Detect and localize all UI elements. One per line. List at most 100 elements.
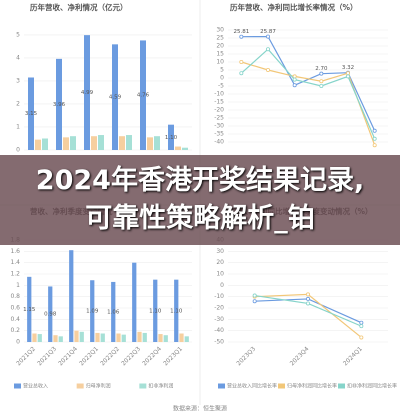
legend-swatch xyxy=(76,383,84,389)
point xyxy=(305,296,310,301)
x-tick-label: 2022Q1 xyxy=(78,345,100,367)
y-tick-label: -20 xyxy=(214,107,224,114)
legend-swatch xyxy=(218,383,225,389)
y-tick-label: 10 xyxy=(216,271,224,278)
y-tick-label: 2 xyxy=(16,100,20,107)
bar xyxy=(48,286,53,342)
y-tick-label: 0 xyxy=(220,75,224,82)
bar xyxy=(175,146,181,150)
bar xyxy=(95,332,100,342)
point xyxy=(359,320,364,325)
bar xyxy=(35,139,41,150)
data-label: 1.10 xyxy=(165,135,178,141)
data-label: 25.81 xyxy=(233,29,249,35)
point xyxy=(292,83,297,88)
legend-label: 扣非净利润 xyxy=(148,383,173,390)
bar xyxy=(63,137,69,150)
line xyxy=(240,48,376,140)
point xyxy=(239,34,244,39)
bar xyxy=(27,276,32,342)
bar xyxy=(154,136,160,150)
bar xyxy=(174,279,179,342)
data-label: 1.10 xyxy=(149,308,162,314)
y-tick-label: 0.8 xyxy=(10,293,20,300)
y-tick-label: 15 xyxy=(216,51,224,58)
bar xyxy=(28,77,34,150)
bar xyxy=(84,35,90,150)
bar xyxy=(137,331,142,342)
point xyxy=(372,136,377,141)
y-tick-label: 0.6 xyxy=(10,305,20,312)
x-tick-label: 2023Q4 xyxy=(289,345,311,367)
bar xyxy=(56,58,62,150)
legend-label: 归母净利润 xyxy=(86,383,111,390)
x-tick-label: 2021Q2 xyxy=(15,345,37,367)
x-tick-label: 2022Q4 xyxy=(141,345,163,367)
y-tick-label: -15 xyxy=(214,99,224,106)
point xyxy=(359,324,364,329)
banner: 2024年香港开奖结果记录,可靠性策略解析_铂 xyxy=(0,155,400,245)
data-label: 4.59 xyxy=(109,95,122,101)
point xyxy=(372,128,377,133)
bar xyxy=(32,333,37,342)
y-tick-label: -10 xyxy=(214,293,224,300)
point xyxy=(359,335,364,340)
chart-title: 历年营收、净利同比增长率情况（%） xyxy=(230,2,358,12)
y-tick-label: 1 xyxy=(16,282,20,289)
bar xyxy=(153,279,158,342)
point xyxy=(265,68,270,73)
source: 数据来源：恒生聚源 xyxy=(173,405,227,413)
bar xyxy=(168,124,174,150)
y-tick-label: -10 xyxy=(214,91,224,98)
bar xyxy=(158,334,163,342)
legend-swatch xyxy=(278,383,285,389)
x-tick-label: 2024Q1 xyxy=(342,345,364,367)
y-tick-label: -30 xyxy=(214,123,224,130)
data-label: 25.87 xyxy=(260,29,276,35)
data-label: 1.09 xyxy=(86,309,99,315)
bar xyxy=(179,333,184,342)
x-tick-label: 2022Q3 xyxy=(120,345,142,367)
data-label: 3.15 xyxy=(25,111,38,117)
y-tick-label: 1.4 xyxy=(10,259,20,266)
legend-swatch xyxy=(14,383,21,389)
banner-title: 2024年香港开奖结果记录,可靠性策略解析_铂 xyxy=(35,165,365,234)
point xyxy=(252,299,257,304)
data-label: 0.98 xyxy=(44,312,57,318)
bar xyxy=(90,280,95,342)
chart-title: 历年营收、净利情况（亿元） xyxy=(30,2,128,12)
y-tick-label: 5 xyxy=(16,31,20,38)
bar xyxy=(142,332,147,342)
y-tick-label: -5 xyxy=(218,83,224,90)
bar xyxy=(132,262,137,342)
line xyxy=(241,36,376,132)
legend-label: 归母净利润同比增长率 xyxy=(287,383,337,390)
bar xyxy=(42,138,48,150)
y-tick-label: 10 xyxy=(216,59,224,66)
bar xyxy=(116,333,121,342)
data-label: 1.15 xyxy=(23,307,36,313)
data-label: 2.70 xyxy=(315,66,328,72)
bar xyxy=(70,136,76,150)
bar xyxy=(53,335,58,342)
bar xyxy=(37,334,42,342)
bar xyxy=(147,137,153,150)
x-tick-label: 2021Q4 xyxy=(57,345,79,367)
data-label: 1.10 xyxy=(170,308,183,314)
bar xyxy=(91,136,97,150)
y-tick-label: 30 xyxy=(216,248,224,255)
x-tick-label: 2023Q1 xyxy=(162,345,184,367)
y-tick-label: 1.2 xyxy=(10,271,20,278)
point xyxy=(305,301,310,306)
legend-label: 营业总收入 xyxy=(23,383,48,390)
point xyxy=(372,143,377,148)
data-label: 4.99 xyxy=(81,90,94,96)
bar xyxy=(119,136,125,150)
y-tick-label: 0 xyxy=(220,282,224,289)
y-tick-label: -40 xyxy=(214,139,224,146)
line xyxy=(241,61,376,146)
x-tick-label: 2022Q2 xyxy=(99,345,121,367)
bar xyxy=(100,333,105,342)
point xyxy=(252,293,257,298)
